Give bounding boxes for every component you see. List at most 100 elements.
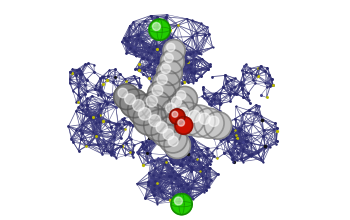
Point — [136, 68, 142, 71]
Point — [175, 194, 181, 198]
Point — [262, 81, 268, 84]
Point — [208, 103, 214, 106]
Point — [237, 82, 242, 85]
Point — [160, 98, 166, 102]
Point — [174, 200, 180, 203]
Point — [262, 145, 268, 149]
Point — [164, 13, 170, 16]
Point — [113, 122, 119, 126]
Point — [196, 160, 202, 164]
Point — [173, 46, 179, 50]
Point — [96, 88, 101, 92]
Point — [181, 60, 187, 63]
Point — [159, 70, 165, 73]
Point — [122, 77, 128, 81]
Point — [147, 77, 152, 80]
Point — [237, 128, 242, 132]
Point — [136, 23, 142, 26]
Point — [105, 95, 111, 99]
Point — [104, 149, 109, 152]
Point — [109, 149, 114, 153]
Point — [243, 62, 248, 66]
Point — [192, 53, 198, 56]
Circle shape — [164, 53, 173, 62]
Point — [104, 143, 109, 146]
Point — [158, 104, 163, 107]
Point — [245, 91, 251, 95]
Point — [239, 88, 245, 91]
Point — [106, 119, 112, 123]
Point — [164, 153, 170, 157]
Point — [270, 83, 275, 86]
Point — [238, 81, 244, 84]
Point — [146, 116, 151, 119]
Point — [168, 174, 174, 177]
Point — [177, 73, 182, 77]
Point — [142, 19, 148, 22]
Point — [223, 136, 229, 140]
Circle shape — [188, 110, 201, 122]
Point — [154, 15, 160, 19]
Point — [121, 116, 127, 120]
Point — [150, 173, 156, 177]
Point — [198, 52, 204, 56]
Point — [105, 149, 110, 152]
Point — [119, 117, 125, 121]
Point — [189, 35, 195, 38]
Point — [248, 141, 254, 145]
Point — [240, 141, 245, 144]
Point — [257, 66, 262, 70]
Point — [150, 72, 155, 76]
Point — [99, 152, 105, 156]
Point — [188, 70, 194, 74]
Point — [231, 160, 236, 164]
Point — [70, 67, 75, 71]
Point — [135, 38, 141, 41]
Point — [122, 38, 128, 42]
Point — [162, 162, 167, 166]
Point — [183, 118, 189, 122]
Point — [274, 139, 279, 143]
Point — [79, 72, 85, 76]
Point — [225, 149, 231, 153]
Point — [206, 33, 212, 36]
Point — [155, 157, 161, 160]
Point — [168, 67, 173, 70]
Point — [256, 152, 261, 155]
Point — [135, 151, 140, 155]
Point — [265, 66, 270, 70]
Point — [158, 74, 163, 78]
Point — [166, 48, 172, 51]
Point — [163, 82, 169, 85]
Circle shape — [174, 197, 182, 205]
Point — [130, 115, 136, 119]
Point — [157, 81, 162, 85]
Point — [161, 64, 167, 67]
Point — [152, 180, 158, 183]
Point — [241, 83, 247, 87]
Point — [163, 161, 169, 164]
Point — [240, 160, 246, 163]
Circle shape — [161, 50, 184, 73]
Point — [165, 77, 170, 80]
Point — [234, 136, 240, 140]
Circle shape — [199, 113, 210, 124]
Point — [210, 46, 216, 49]
Point — [153, 36, 158, 40]
Point — [231, 156, 236, 160]
Circle shape — [178, 119, 184, 126]
Point — [67, 81, 72, 85]
Circle shape — [169, 109, 185, 124]
Point — [185, 187, 191, 190]
Point — [164, 84, 169, 88]
Point — [152, 187, 157, 191]
Point — [239, 82, 244, 86]
Point — [168, 161, 174, 164]
Point — [169, 66, 175, 69]
Point — [236, 152, 241, 155]
Point — [228, 93, 233, 96]
Point — [96, 93, 101, 97]
Point — [237, 130, 242, 133]
Point — [84, 103, 90, 106]
Point — [78, 69, 84, 73]
